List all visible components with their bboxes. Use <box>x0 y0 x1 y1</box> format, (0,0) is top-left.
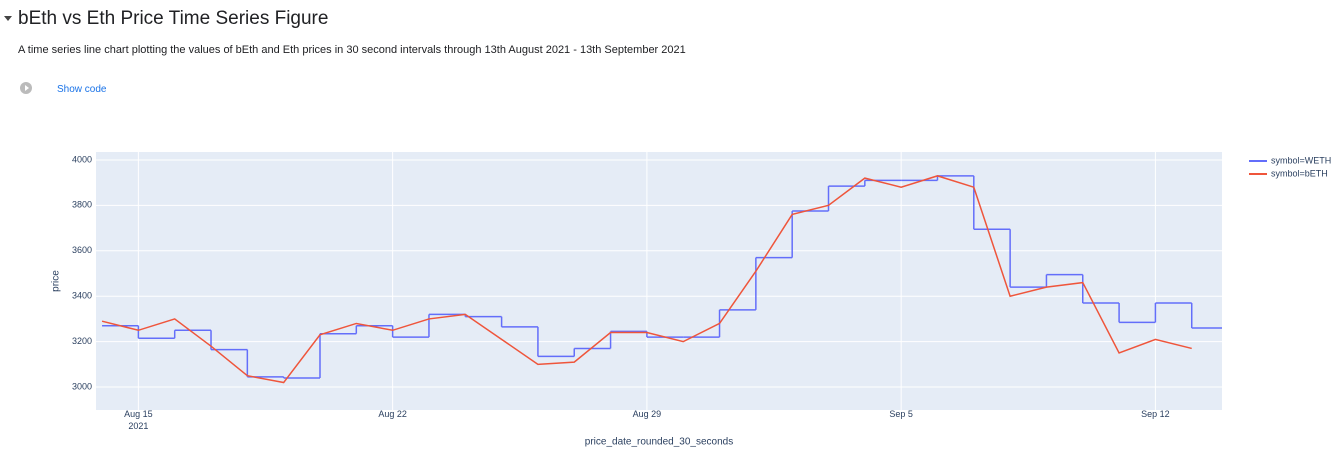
y-tick-label: 3800 <box>72 200 92 210</box>
section-title: bEth vs Eth Price Time Series Figure <box>18 8 329 29</box>
description: A time series line chart plotting the va… <box>18 44 686 56</box>
x-axis-label: price_date_rounded_30_seconds <box>585 437 733 448</box>
x-tick-label: Aug 22 <box>378 409 407 419</box>
price-line <box>101 175 1192 384</box>
collapse-caret[interactable] <box>4 16 12 21</box>
show-code-link[interactable]: Show code <box>57 84 107 95</box>
run-button[interactable] <box>20 82 32 94</box>
y-tick-label: 4000 <box>72 154 92 164</box>
legend-label: symbol=WETH <box>1271 155 1331 165</box>
y-tick-label: 3000 <box>72 381 92 391</box>
x-tick-label: Sep 12 <box>1141 409 1170 419</box>
x-tick-label: Aug 15 2021 <box>124 409 153 431</box>
y-tick-label: 3600 <box>72 245 92 255</box>
plot-background <box>96 152 1222 410</box>
y-tick-label: 3200 <box>72 336 92 346</box>
y-tick-label: 3400 <box>72 291 92 301</box>
x-tick-label: Aug 29 <box>633 409 662 419</box>
legend-label: symbol=bETH <box>1271 168 1328 178</box>
x-tick-label: Sep 5 <box>889 409 913 419</box>
y-axis-label: price <box>51 270 62 292</box>
